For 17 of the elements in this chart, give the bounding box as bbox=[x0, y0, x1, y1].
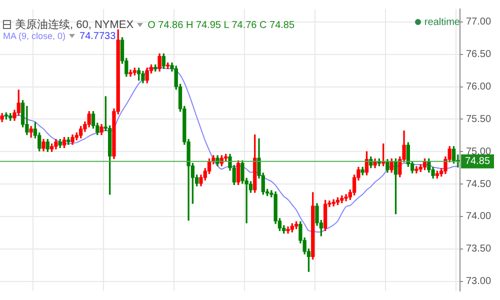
ref-line-label: 74.85 bbox=[464, 156, 490, 168]
candlestick bbox=[128, 70, 132, 77]
y-tick-label: 77.00 bbox=[466, 16, 492, 28]
annotation: O 74.86 H 74.95 L 74.76 C 74.85 bbox=[148, 20, 295, 31]
y-tick-label: 75.00 bbox=[466, 146, 492, 158]
text: MA (9, close, 0) bbox=[3, 31, 66, 41]
y-tick-label: 73.00 bbox=[466, 276, 492, 288]
text: 美原油连续, 60, NYMEX bbox=[15, 19, 134, 31]
y-tick-label: 73.50 bbox=[466, 244, 492, 255]
y-tick-label: 74.00 bbox=[466, 211, 492, 222]
y-tick-label: 75.50 bbox=[466, 114, 492, 125]
y-tick-label: 76.50 bbox=[466, 49, 492, 60]
candlestick bbox=[414, 166, 418, 174]
y-tick-label: 74.50 bbox=[466, 178, 492, 190]
y-tick-label: 76.00 bbox=[466, 82, 492, 93]
annotation: 74.7733 bbox=[80, 31, 116, 42]
annotation: realtime bbox=[424, 17, 460, 28]
